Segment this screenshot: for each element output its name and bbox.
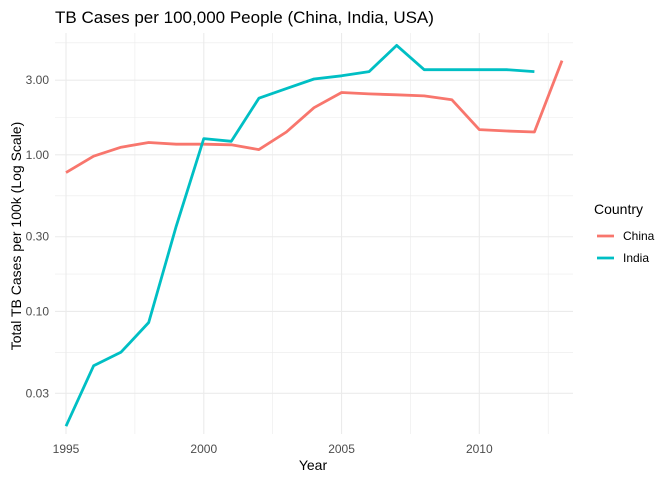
- legend: Country China India: [594, 201, 655, 265]
- y-tick-label: 0.30: [26, 230, 50, 244]
- y-tick-label: 3.00: [26, 73, 50, 87]
- y-axis-title: Total TB Cases per 100k (Log Scale): [8, 122, 24, 351]
- x-tick-label: 2010: [466, 442, 493, 456]
- chart-title: TB Cases per 100,000 People (China, Indi…: [55, 8, 434, 27]
- x-tick-label: 1995: [53, 442, 80, 456]
- legend-label-india: India: [623, 251, 649, 265]
- x-axis-title: Year: [299, 457, 328, 473]
- series-lines: [64, 44, 564, 427]
- legend-label-china: China: [623, 229, 655, 243]
- x-tick-label: 2005: [328, 442, 355, 456]
- x-tick-label: 2000: [190, 442, 217, 456]
- series-line-india: [64, 44, 535, 427]
- series-line-china: [65, 60, 564, 174]
- y-tick-label: 0.10: [26, 304, 50, 318]
- legend-title: Country: [594, 201, 643, 217]
- legend-items: China India: [597, 229, 655, 265]
- x-tick-labels: 1995 2000 2005 2010: [53, 442, 493, 456]
- y-tick-label: 0.03: [26, 386, 50, 400]
- y-tick-labels: 0.03 0.10 0.30 1.00 3.00: [26, 73, 50, 400]
- y-tick-label: 1.00: [26, 148, 50, 162]
